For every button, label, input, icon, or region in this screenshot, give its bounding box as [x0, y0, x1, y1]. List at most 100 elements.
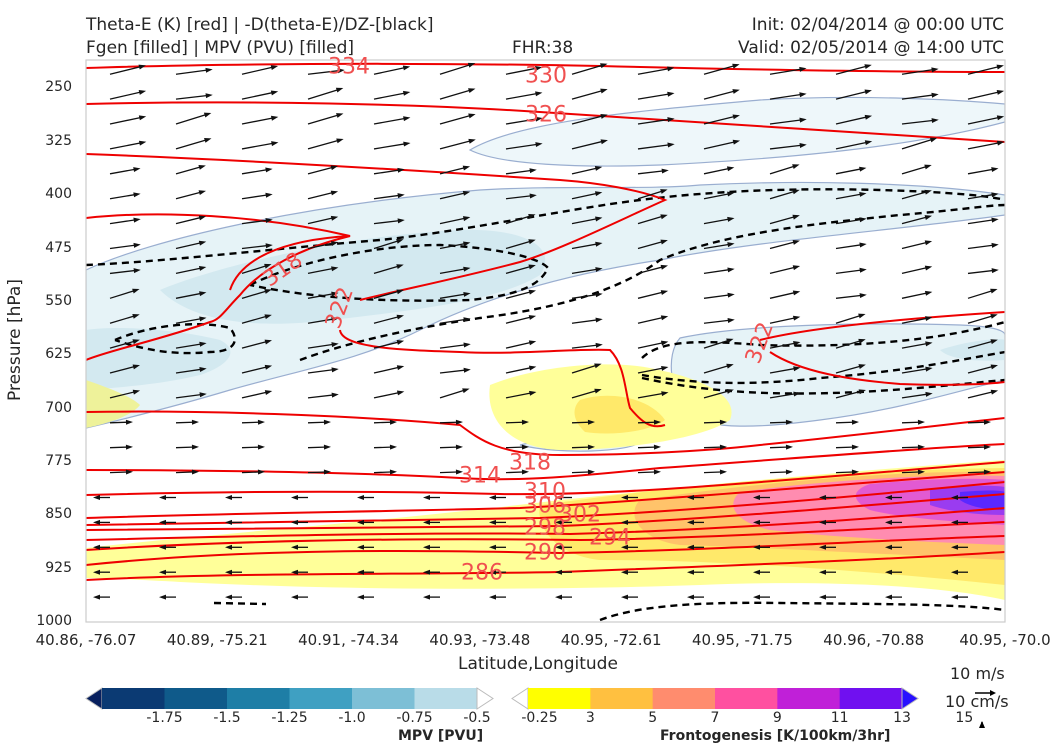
wind-vector-head — [265, 243, 273, 249]
wind-vector-head — [462, 190, 471, 196]
wind-vector-head — [924, 189, 932, 195]
wind-vector-head — [793, 391, 801, 397]
wind-vector-head — [983, 444, 991, 450]
wind-vector-head — [851, 444, 859, 450]
wind-vector-head — [323, 469, 331, 475]
fgen-colorbar-arrow-right — [901, 687, 919, 710]
wind-vector-head — [489, 544, 496, 550]
wind-vector-head — [621, 569, 628, 575]
fgen-colorbar-arrow-left — [511, 687, 529, 710]
wind-vector — [571, 293, 600, 299]
wind-vector-head — [864, 64, 872, 70]
wind-vector-head — [264, 289, 272, 294]
wind-vector-head — [357, 519, 364, 525]
mpv-colorbar-swatch — [352, 688, 415, 709]
wind-vector-head — [264, 390, 273, 395]
wind-vector — [505, 92, 540, 100]
wind-vector-head — [489, 594, 496, 600]
wind-vector-head — [396, 314, 404, 320]
wind-vector-head — [535, 116, 543, 122]
wind-vector-head — [264, 314, 272, 320]
wind-vector — [241, 391, 270, 399]
wind-vector-head — [996, 64, 1004, 70]
wind-vector-head — [133, 167, 141, 173]
wind-vector-head — [138, 140, 147, 146]
wind-vector — [505, 341, 534, 349]
wind-vector-head — [331, 392, 339, 398]
wind-vector-head — [594, 166, 603, 171]
wind-vector-head — [595, 241, 603, 247]
wind-vector-head — [595, 292, 603, 298]
wind-vector-head — [925, 391, 933, 397]
wind-vector-head — [983, 419, 991, 425]
wind-vector — [769, 367, 798, 374]
theta-e-label: 314 — [459, 463, 501, 489]
wind-vector — [373, 66, 408, 75]
wind-vector-head — [423, 569, 430, 575]
wind-vector — [241, 193, 270, 200]
wind-vector — [835, 64, 870, 75]
wind-vector-head — [990, 314, 998, 319]
wind-vector-head — [799, 66, 807, 72]
wind-vector-head — [264, 339, 272, 345]
theta-e-label: 326 — [525, 102, 567, 128]
wind-vector-head — [594, 191, 603, 197]
wind-vector — [901, 266, 930, 275]
wind-vector-head — [529, 193, 537, 199]
wind-vector-head — [996, 140, 1005, 146]
wind-vector — [571, 268, 600, 275]
wind-vector — [901, 241, 930, 250]
wind-vector-head — [159, 544, 166, 550]
wind-vector-head — [93, 519, 100, 525]
wind-vector-head — [595, 216, 603, 222]
wind-vector-head — [225, 519, 232, 525]
wind-vector-head — [732, 114, 740, 120]
wind-vector — [505, 143, 540, 150]
wind-vector — [439, 388, 467, 399]
wind-vector-head — [330, 241, 339, 246]
wind-vector — [571, 389, 600, 399]
wind-vector — [175, 393, 204, 399]
reference-vector-ms: 10 m/s — [950, 664, 1005, 683]
wind-vector — [703, 294, 732, 299]
mpv-colorbar-tick-label: -1.75 — [146, 710, 183, 726]
wind-vector-head — [990, 364, 998, 370]
wind-vector — [769, 291, 798, 299]
wind-vector — [637, 169, 666, 175]
wind-vector-head — [468, 113, 476, 119]
fgen-colorbar-swatch — [528, 688, 591, 709]
x-tick-label: 40.96, -70.88 — [823, 631, 925, 649]
wind-vector-head — [397, 193, 405, 199]
wind-vector — [307, 216, 336, 225]
wind-vector-head — [528, 315, 537, 320]
wind-vector-head — [792, 290, 801, 296]
wind-vector — [703, 140, 738, 150]
wind-vector — [835, 294, 864, 299]
mpv-colorbar-tick-label: -1.25 — [271, 710, 308, 726]
wind-vector-head — [621, 495, 628, 501]
wind-vector-head — [198, 190, 206, 196]
y-tick-label: 700 — [45, 399, 72, 416]
wind-vector-head — [455, 469, 463, 475]
wind-vector-head — [819, 519, 826, 525]
wind-vector-head — [819, 569, 826, 575]
wind-vector-head — [858, 338, 866, 344]
wind-vector — [637, 189, 665, 200]
wind-vector-head — [951, 569, 958, 575]
wind-vector-head — [660, 290, 669, 296]
wind-vector — [835, 269, 864, 275]
theta-e-label: 302 — [559, 502, 601, 528]
wind-vector — [637, 143, 672, 150]
wind-vector-head — [727, 267, 735, 273]
wind-vector-head — [138, 89, 147, 95]
wind-vector-head — [331, 291, 339, 297]
wind-vector-head — [93, 569, 100, 575]
wind-vector-head — [864, 140, 873, 146]
wind-vector — [769, 392, 798, 399]
wind-vector-head — [785, 469, 793, 475]
wind-vector-head — [323, 444, 331, 450]
wind-vector-head — [199, 392, 207, 398]
wind-vector-head — [270, 90, 279, 96]
wind-vector-head — [198, 215, 207, 221]
wind-vector — [175, 165, 204, 175]
